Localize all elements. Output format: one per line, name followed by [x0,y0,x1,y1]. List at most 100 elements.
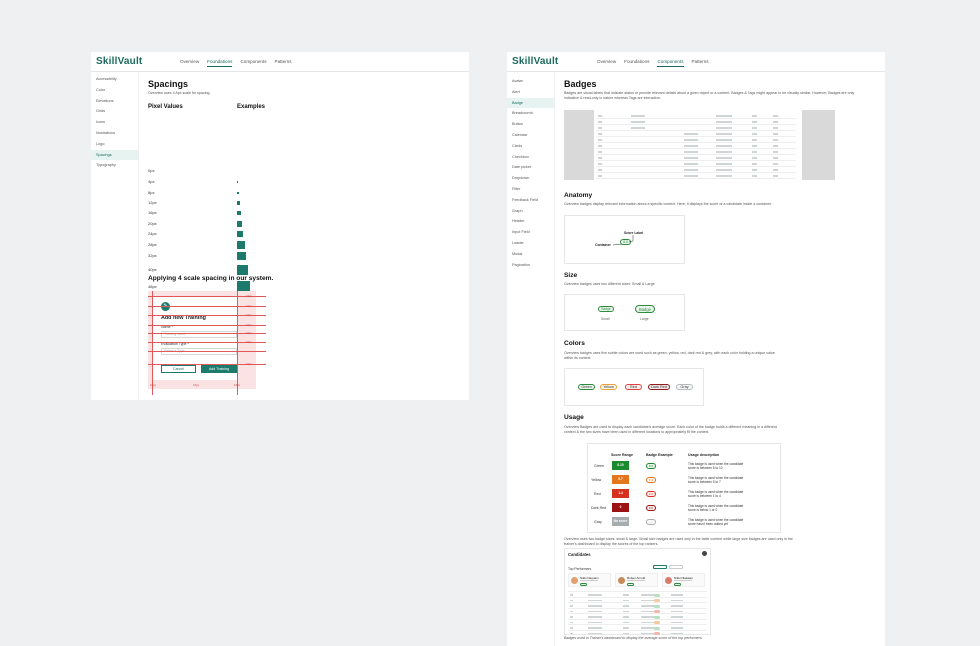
sidebar-item-header[interactable]: Header [512,219,525,224]
preview-cell [598,145,602,147]
usage-color-name: Gray [594,519,602,524]
preview-row [596,118,796,119]
sidebar-item-alert[interactable]: Alert [512,89,520,94]
preview-row [596,160,796,161]
sidebar-item-elevations[interactable]: Elevations [96,98,114,103]
table-row[interactable] [568,629,707,636]
filter-button[interactable] [653,565,667,569]
table-cell [641,594,655,596]
table-row[interactable] [568,624,707,630]
table-row[interactable] [568,607,707,614]
usage-table: Score Range Badge Example Usage descript… [587,443,781,533]
sidebar-item-modal[interactable]: Modal [512,251,523,256]
usage-badge: 8.6 [646,462,656,469]
sidebar-item-filter[interactable]: Filter [512,186,521,191]
nav-foundations[interactable]: Foundations [207,59,233,67]
performer-card[interactable]: Nikki Nkalaam [662,573,705,587]
table-cell [588,599,602,602]
sidebar-item-graph[interactable]: Graph [512,208,523,213]
sidebar-item-checkbox[interactable]: Checkbox [512,154,529,159]
performer-name: Ruben Arnold [627,576,646,580]
container-callout: Container [595,243,611,247]
table-row[interactable] [568,602,707,608]
nav-components[interactable]: Components [240,59,267,64]
sidebar-item-cards[interactable]: Cards [512,143,523,148]
sidebar-item-accessibility[interactable]: Accessibility [96,77,117,81]
guide-line [152,291,153,395]
preview-cell [716,121,732,123]
sidebar-item-input-field[interactable]: Input Field [512,230,530,235]
sidebar-item-button[interactable]: Button [512,122,523,127]
preview-cell [598,151,602,153]
avatar[interactable] [702,551,707,556]
spacings-content: Spacings Overview uses 4 Apx scale for s… [148,79,461,96]
sidebar-item-badge[interactable]: Badge [507,97,554,109]
table-cell [570,599,573,602]
score-range-swatch: No score [612,517,629,526]
name-input[interactable]: Training name [161,331,237,338]
score-badge [654,593,660,597]
eval-label: Evaluation Type * [161,342,189,346]
sidebar-item-loader[interactable]: Loader [512,240,524,245]
sidebar-item-illustrations[interactable]: Illustrations [96,130,116,135]
table-row[interactable] [568,613,707,619]
sidebar-item-avatar[interactable]: Avatar [512,79,523,83]
nav-overview[interactable]: Overview [180,59,200,64]
preview-cell [716,145,732,147]
sidebar-item-feedback-field[interactable]: Feedback Field [512,197,538,202]
preview-cell [684,139,698,141]
nav-overview[interactable]: Overview [597,59,617,64]
performer-card[interactable]: Ruben Arnold [615,573,658,587]
spacing-swatch [237,230,244,238]
sidebar-item-logo[interactable]: Logo [96,141,105,146]
nav-foundations[interactable]: Foundations [624,59,650,64]
sidebar-item-dropdown[interactable]: Dropdown [512,176,530,181]
sidebar-item-icons[interactable]: Icons [96,120,106,125]
sidebar-item-grids[interactable]: Grids [96,109,106,114]
sidebar-item-spacings[interactable]: Spacings [91,149,138,161]
sidebar-item-date-picker[interactable]: Date picker [512,165,532,170]
sidebar-item-pagination[interactable]: Pagination [512,262,530,267]
spacing-swatch [237,251,246,261]
table-row[interactable] [568,591,707,597]
sort-button[interactable] [669,565,683,569]
table-row[interactable] [568,618,707,625]
preview-cell [631,121,645,123]
add-training-button[interactable]: Add Training [201,365,237,373]
preview-cell [773,121,778,123]
sidebar-item-typography[interactable]: Typography [96,163,116,168]
badge-gray: Gray [676,384,693,390]
table-cell [570,610,573,613]
table-cell [641,627,655,629]
table-cell [671,605,683,607]
table-cell [570,616,573,618]
table-cell [588,610,602,613]
nav-patterns[interactable]: Patterns [274,59,292,64]
sidebar-item-breadcrumb[interactable]: Breadcrumb [512,111,533,116]
table-row[interactable] [568,596,707,603]
nav-components[interactable]: Components [657,59,684,67]
callout-lines [612,235,634,246]
dashboard-caption: Badges used in Trainer's dashboard to di… [564,636,703,640]
preview-cell [598,175,602,177]
cancel-button[interactable]: Cancel [161,365,196,373]
nav-patterns[interactable]: Patterns [691,59,709,64]
preview-cell [752,163,757,165]
spacing-swatch [237,191,240,195]
table-cell [623,616,629,618]
avatar [618,577,625,584]
sidebar-item-calendar[interactable]: Calendar [512,132,528,137]
colors-title: Colors [564,340,585,347]
badge-table-preview [596,110,808,180]
badge-large: Badge [635,305,655,313]
sidebar-item-color[interactable]: Color [96,87,106,92]
preview-row [596,124,796,125]
table-cell [623,621,629,624]
guide-line [148,296,266,297]
preview-cell [598,133,602,135]
performer-card[interactable]: Nikki Naguam [568,573,611,587]
preview-cell [773,151,778,153]
preview-cell [716,115,732,117]
preview-cell [684,151,698,153]
preview-cell [684,175,698,177]
